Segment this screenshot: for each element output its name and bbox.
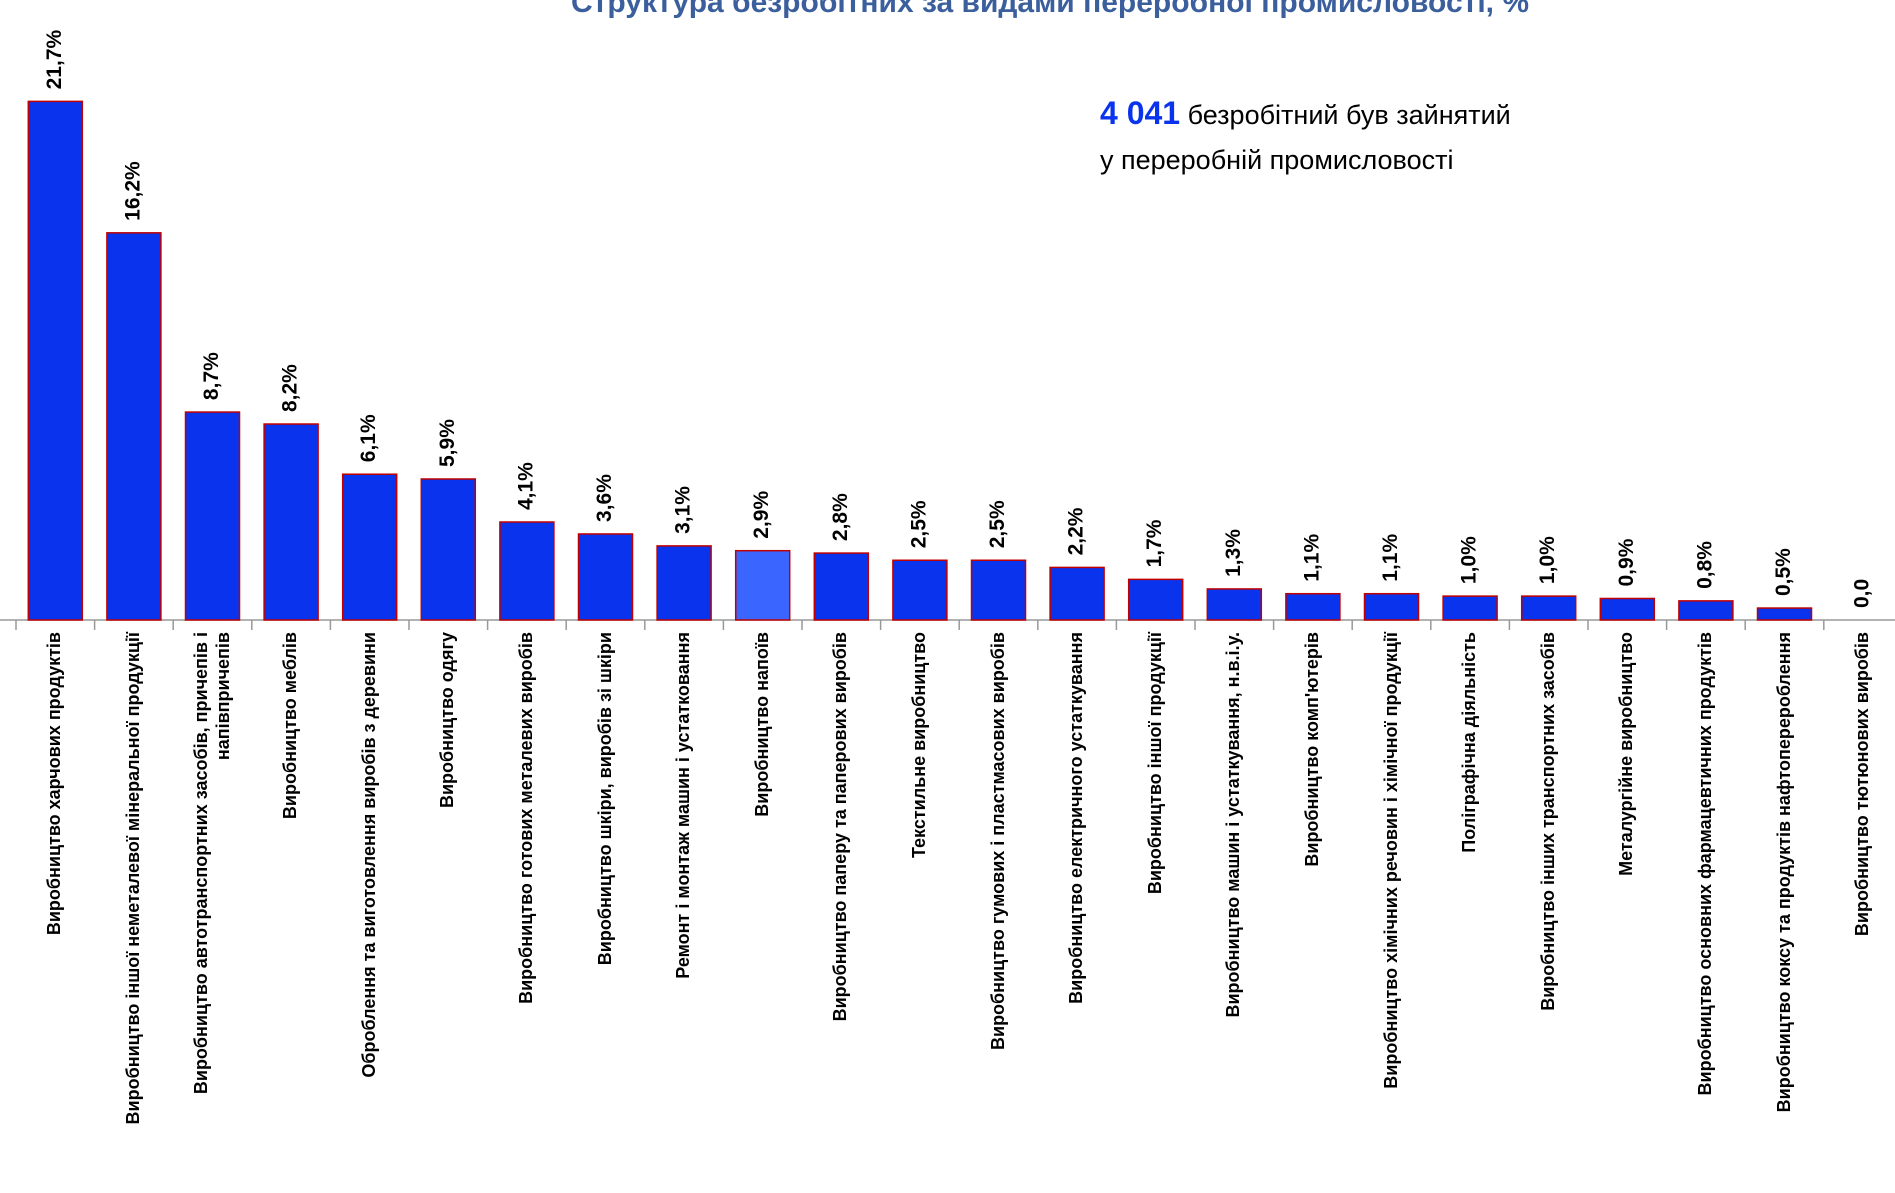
- annotation-text: у переробній промисловості: [1100, 145, 1454, 176]
- bar: [892, 559, 948, 621]
- annotation-number: 4 041: [1100, 95, 1181, 131]
- x-tick-label: Виробництво комп'ютерів: [1302, 632, 1323, 867]
- value-label: 1,1%: [1300, 534, 1323, 582]
- value-label: 1,3%: [1222, 529, 1245, 577]
- x-tick-label: Виробництво інших транспортних засобів: [1537, 632, 1558, 1011]
- bar: [499, 521, 555, 621]
- x-tick-label: Металургійне виробництво: [1616, 632, 1637, 876]
- value-label: 2,5%: [986, 500, 1009, 548]
- value-label: 1,1%: [1379, 534, 1402, 582]
- bar: [577, 533, 634, 621]
- x-tick-label: Виробництво основних фармацевтичних прод…: [1695, 632, 1716, 1096]
- x-tick-label: Ремонт і монтаж машин і устатковання: [673, 632, 694, 979]
- x-tick-label: Виробництво паперу та паперових виробів: [830, 632, 851, 1022]
- value-label: 1,0%: [1536, 536, 1559, 584]
- bar: [734, 549, 791, 621]
- bar: [263, 423, 319, 621]
- x-tick-label: Виробництво хімічних речовин і хімічної …: [1380, 632, 1401, 1089]
- bar: [1363, 592, 1420, 621]
- x-tick-label: Виробництво шкіри, виробів зі шкіри: [594, 632, 615, 966]
- value-label: 8,2%: [279, 364, 302, 412]
- bar: [1206, 588, 1263, 621]
- value-label: 2,2%: [1065, 507, 1088, 555]
- x-tick-label: Виробництво гумових і пластмасових вироб…: [987, 632, 1008, 1050]
- x-tick-label: Виробництво іншої продукції: [1144, 632, 1165, 895]
- value-label: 3,1%: [672, 486, 695, 534]
- x-tick-label: Виробництво електричного устаткування: [1066, 632, 1087, 1004]
- x-tick-label: Виробництво автотранспортних засобів, пр…: [190, 632, 233, 1095]
- x-tick-label: Виробництво готових металевих виробів: [516, 632, 537, 1004]
- value-label: 8,7%: [200, 352, 223, 400]
- value-label: 4,1%: [514, 462, 537, 510]
- bar: [184, 411, 241, 621]
- value-label: 21,7%: [43, 29, 66, 89]
- bar: [1127, 578, 1184, 621]
- bar: [1756, 607, 1813, 621]
- bar: [1599, 597, 1656, 621]
- bar: [1442, 595, 1498, 621]
- bar: [420, 478, 477, 621]
- value-label: 6,1%: [357, 414, 380, 462]
- value-label: 2,8%: [829, 493, 852, 541]
- bar: [656, 545, 712, 621]
- x-tick-label: Оброблення та виготовлення виробів з дер…: [358, 632, 379, 1078]
- value-label: 3,6%: [593, 474, 616, 522]
- value-label: 0,9%: [1615, 538, 1638, 586]
- annotation: 4 041 безробітний був зайнятий у перероб…: [1100, 88, 1511, 182]
- x-tick-label: Виробництво коксу та продуктів нафтопере…: [1773, 632, 1794, 1113]
- value-label: 1,7%: [1143, 519, 1166, 567]
- bar: [970, 559, 1027, 621]
- bar: [1678, 600, 1734, 621]
- value-label: 0,5%: [1772, 548, 1795, 596]
- bar: [341, 473, 398, 621]
- value-label: 2,9%: [750, 490, 773, 538]
- value-label: 2,5%: [907, 500, 930, 548]
- value-label: 5,9%: [436, 419, 459, 467]
- x-tick-label: Виробництво харчових продуктів: [44, 632, 65, 936]
- x-tick-label: Текстильне виробництво: [909, 632, 930, 859]
- bar: [813, 552, 870, 621]
- value-label: 0,0: [1851, 579, 1874, 608]
- chart-title: Структура безробітних за видами переробн…: [570, 0, 1530, 19]
- x-tick-label: Поліграфічна діяльність: [1459, 632, 1480, 853]
- x-tick-label: Виробництво тютюнових виробів: [1852, 632, 1873, 937]
- x-tick-label: Виробництво іншої неметалевої мінерально…: [123, 632, 144, 1125]
- value-label: 16,2%: [121, 161, 144, 221]
- bar: [106, 232, 162, 621]
- value-label: 1,0%: [1458, 536, 1481, 584]
- x-tick-label: Виробництво меблів: [280, 632, 301, 820]
- bar: [1285, 592, 1341, 621]
- bar: [27, 100, 84, 621]
- annotation-text: безробітний був зайнятий: [1187, 100, 1511, 130]
- value-label: 0,8%: [1693, 541, 1716, 589]
- x-tick-label: Виробництво напоїв: [751, 632, 772, 817]
- bar: [1520, 595, 1577, 621]
- x-tick-label: Виробництво машин і устаткування, н.в.і.…: [1223, 632, 1244, 1018]
- x-tick-label: Виробництво одягу: [437, 632, 458, 809]
- bar: [1049, 566, 1105, 621]
